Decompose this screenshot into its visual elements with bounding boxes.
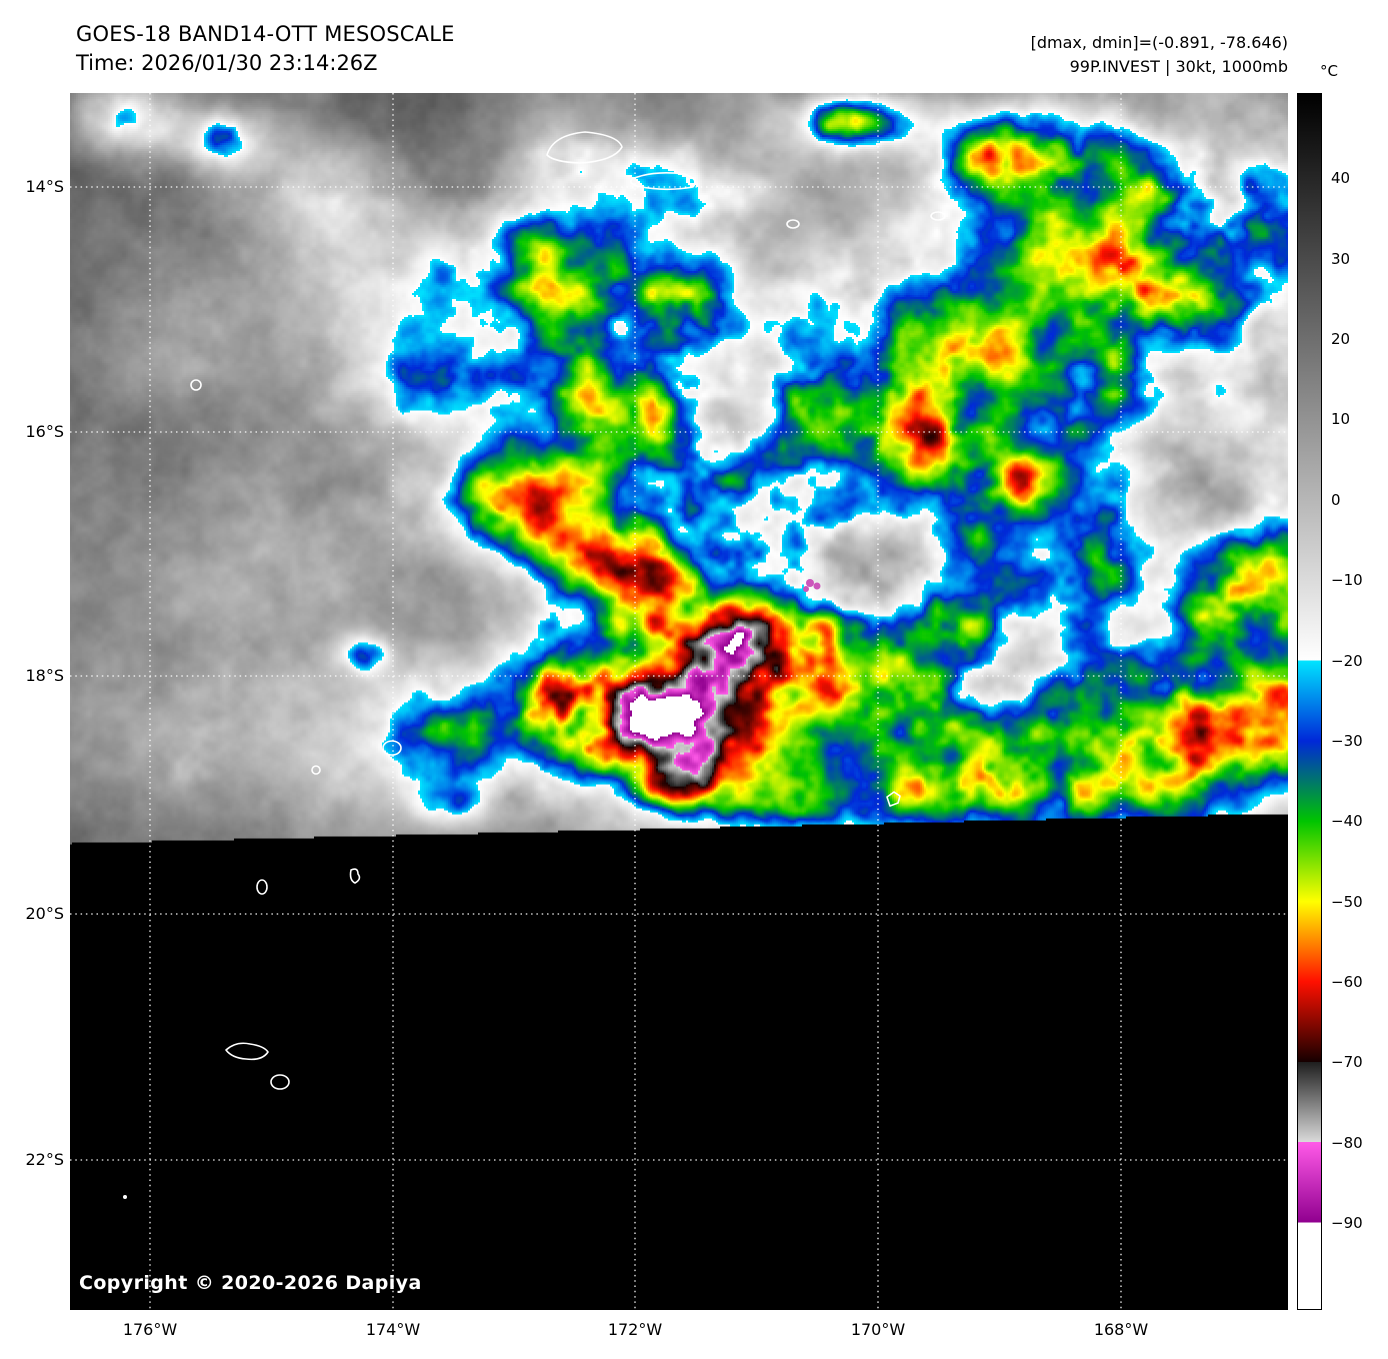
lon-axis-label: 176°W (122, 1320, 178, 1339)
colorbar-tick-label: −10 (1331, 571, 1363, 590)
product-title: GOES-18 BAND14-OTT MESOSCALE (76, 22, 455, 46)
coastline-outlines (123, 131, 946, 1199)
colorbar-tick-label: −30 (1331, 731, 1363, 750)
lon-axis-label: 174°W (365, 1320, 421, 1339)
lat-axis-label: 18°S (25, 666, 64, 685)
colorbar-tick-label: −50 (1331, 892, 1363, 911)
lat-axis-label: 22°S (25, 1150, 64, 1169)
colorbar-tick-label: 30 (1331, 249, 1351, 268)
colorbar-tick-label: −20 (1331, 651, 1363, 670)
colorbar-tick-label: −60 (1331, 973, 1363, 992)
storm-center-marker (803, 579, 821, 592)
colorbar-tick-label: −40 (1331, 812, 1363, 831)
colorbar (1297, 93, 1322, 1310)
colorbar-tick-label: 10 (1331, 410, 1351, 429)
lon-axis-label: 172°W (607, 1320, 663, 1339)
dmax-dmin-annotation: [dmax, dmin]=(-0.891, -78.646) (1030, 33, 1288, 52)
storm-annotation: 99P.INVEST | 30kt, 1000mb (1069, 57, 1288, 76)
copyright-label: Copyright © 2020-2026 Dapiya (79, 1272, 422, 1294)
product-time: Time: 2026/01/30 23:14:26Z (76, 51, 378, 75)
lon-axis-label: 168°W (1093, 1320, 1149, 1339)
colorbar-tick-label: 0 (1331, 490, 1341, 509)
lat-axis-label: 14°S (25, 177, 64, 196)
satellite-map: Copyright © 2020-2026 Dapiya (70, 93, 1288, 1310)
colorbar-tick-label: 20 (1331, 329, 1351, 348)
colorbar-unit-label: °C (1320, 62, 1338, 80)
lat-axis-label: 16°S (25, 422, 64, 441)
colorbar-tick-label: 40 (1331, 169, 1351, 188)
colorbar-tick-label: −90 (1331, 1214, 1363, 1233)
latlon-grid (70, 93, 1288, 1310)
lat-axis-label: 20°S (25, 904, 64, 923)
colorbar-tick-label: −70 (1331, 1053, 1363, 1072)
ir-imagery-canvas (70, 93, 1288, 1310)
lon-axis-label: 170°W (850, 1320, 906, 1339)
colorbar-tick-label: −80 (1331, 1133, 1363, 1152)
map-grid-overlay (70, 93, 1288, 1310)
